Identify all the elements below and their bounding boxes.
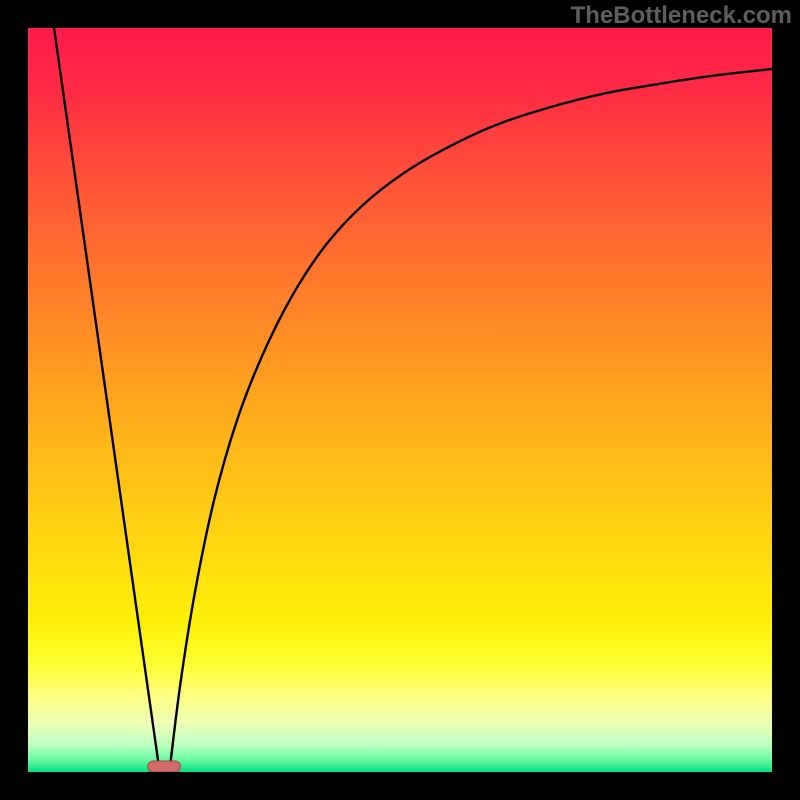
attribution-text: TheBottleneck.com [571,2,792,30]
plot-area [28,28,772,772]
chart-container: TheBottleneck.com [0,0,800,800]
plot-svg [28,28,772,772]
gradient-background [28,28,772,772]
minimum-marker [148,761,181,772]
